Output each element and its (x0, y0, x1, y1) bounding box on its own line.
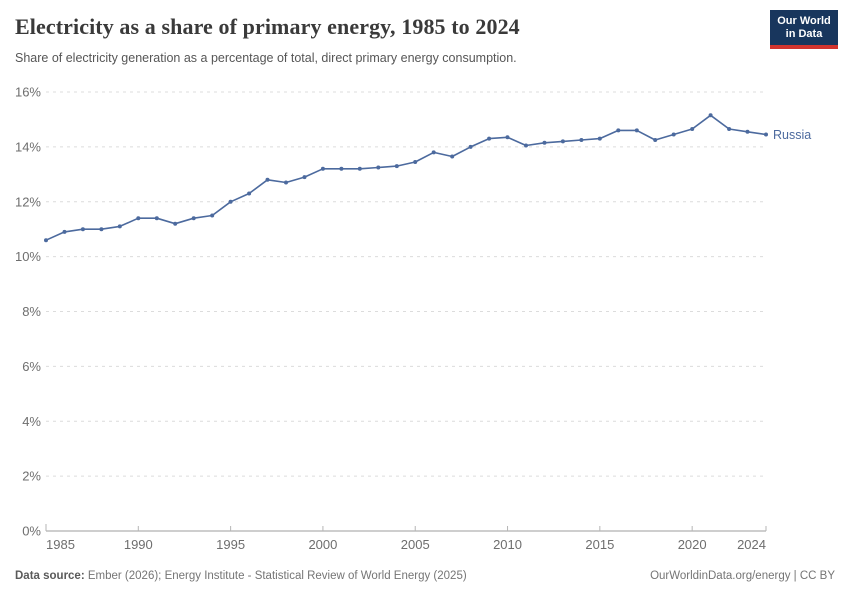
x-tick-label-2010: 2010 (493, 537, 522, 552)
owid-logo[interactable]: Our World in Data (770, 10, 838, 49)
y-tick-label-8: 8% (22, 304, 41, 319)
data-point-1990[interactable] (136, 216, 141, 221)
data-point-1987[interactable] (80, 227, 85, 232)
x-tick-label-2020: 2020 (678, 537, 707, 552)
data-point-2008[interactable] (468, 144, 473, 149)
data-point-1999[interactable] (302, 175, 307, 180)
data-point-1985[interactable] (44, 238, 48, 243)
data-point-2009[interactable] (487, 136, 492, 141)
data-point-1997[interactable] (265, 177, 270, 182)
data-point-2023[interactable] (745, 129, 750, 134)
data-source-text: Ember (2026); Energy Institute - Statist… (84, 570, 467, 582)
data-point-1991[interactable] (154, 216, 159, 221)
data-point-2003[interactable] (376, 165, 381, 170)
y-tick-label-12: 12% (15, 194, 41, 209)
data-point-2018[interactable] (653, 138, 658, 142)
data-point-2011[interactable] (524, 143, 528, 148)
data-point-1994[interactable] (210, 213, 215, 218)
data-point-1992[interactable] (173, 221, 178, 226)
data-point-1988[interactable] (99, 227, 104, 232)
chart-subtitle: Share of electricity generation as a per… (15, 51, 517, 65)
x-tick-label-1985: 1985 (46, 537, 75, 552)
data-point-1995[interactable] (228, 199, 233, 204)
data-point-2015[interactable] (597, 136, 602, 141)
data-source-label: Data source: (15, 570, 85, 582)
x-tick-label-1990: 1990 (124, 537, 153, 552)
data-point-2020[interactable] (690, 127, 695, 131)
page-title: Electricity as a share of primary energy… (15, 14, 520, 39)
data-point-2000[interactable] (320, 166, 325, 171)
y-tick-label-4: 4% (22, 414, 41, 429)
y-tick-label-0: 0% (22, 524, 41, 539)
series-line-russia[interactable] (45, 114, 767, 241)
chart-footer: Data source: Ember (2026); Energy Instit… (15, 569, 835, 583)
data-point-2005[interactable] (413, 160, 418, 164)
y-tick-label-16: 16% (15, 85, 41, 100)
x-tick-label-1995: 1995 (216, 537, 245, 552)
data-point-2021[interactable] (708, 113, 713, 118)
data-source: Data source: Ember (2026); Energy Instit… (15, 569, 467, 583)
footer-license-link[interactable]: OurWorldinData.org/energy | CC BY (650, 570, 835, 582)
y-tick-label-10: 10% (15, 249, 41, 264)
data-point-2022[interactable] (727, 127, 732, 131)
x-tick-label-2000: 2000 (308, 537, 337, 552)
y-tick-label-2: 2% (22, 469, 41, 484)
owid-logo-line1: Our World (777, 15, 831, 27)
data-point-2012[interactable] (542, 140, 547, 145)
x-tick-label-2015: 2015 (585, 537, 614, 552)
x-tick-label-2024: 2024 (737, 537, 766, 552)
data-point-2010[interactable] (505, 135, 510, 140)
y-tick-label-6: 6% (22, 359, 41, 374)
data-point-2006[interactable] (431, 150, 436, 155)
y-tick-label-14: 14% (15, 139, 41, 154)
data-point-2007[interactable] (450, 154, 455, 159)
line-chart-canvas[interactable]: 0% 2% 4% 6% 8% 10% 12% 14% 16% 1985 1990 1995 2000 20… (0, 0, 850, 560)
data-point-2002[interactable] (357, 166, 362, 171)
data-point-2014[interactable] (579, 138, 584, 142)
data-point-1996[interactable] (247, 191, 252, 196)
data-point-2016[interactable] (616, 128, 621, 133)
data-point-1998[interactable] (284, 180, 288, 185)
owid-logo-line2: in Data (785, 28, 823, 40)
data-point-2024[interactable] (764, 132, 768, 137)
data-point-2019[interactable] (671, 132, 676, 137)
data-point-1993[interactable] (191, 216, 196, 221)
series-label-russia[interactable]: Russia (773, 128, 811, 142)
data-point-2013[interactable] (560, 139, 565, 144)
data-point-1989[interactable] (117, 224, 122, 229)
data-point-2001[interactable] (339, 166, 344, 171)
data-point-2017[interactable] (634, 128, 639, 133)
x-tick-label-2005: 2005 (401, 537, 430, 552)
data-point-1986[interactable] (62, 229, 67, 234)
data-point-2004[interactable] (394, 164, 399, 169)
